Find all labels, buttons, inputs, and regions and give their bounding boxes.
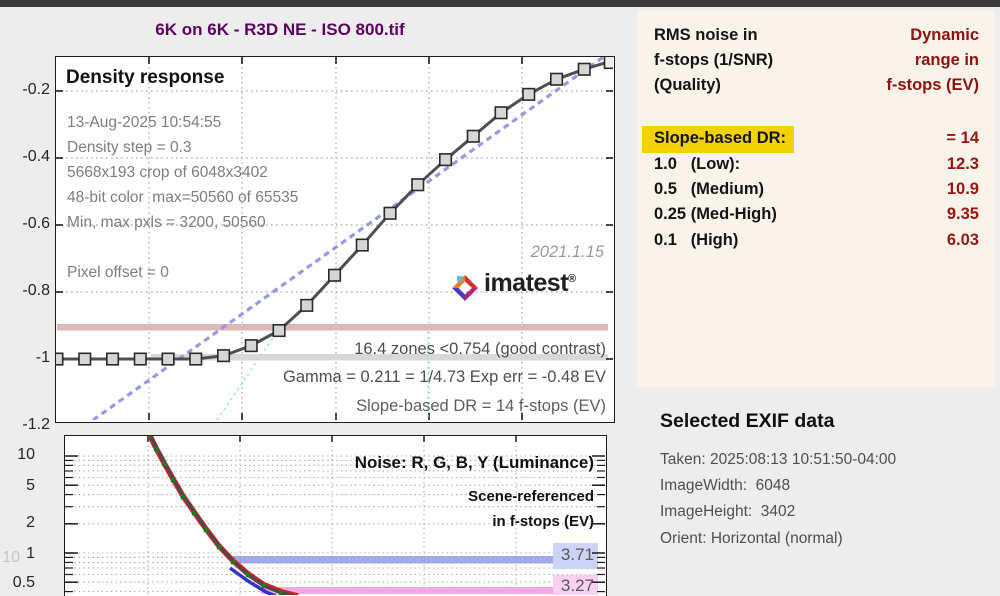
- dr-header-right-line2: range in: [914, 51, 979, 69]
- imatest-logo-wordmark: imatest®: [484, 269, 576, 297]
- dr-header-right: Dynamic range in f-stops (EV): [886, 23, 979, 98]
- noise-ytick-2: 2: [26, 514, 35, 531]
- noise-ytick-1: 1: [26, 545, 35, 562]
- noise-ytick-faded-10: 10: [2, 549, 20, 566]
- dynamic-range-panel: RMS noise in f-stops (1/SNR) (Quality) D…: [637, 10, 995, 387]
- registered-mark: ®: [568, 273, 576, 285]
- density-info-step: Density step = 0.3: [67, 139, 192, 156]
- noise-subtitle-1: Scene-referenced: [468, 488, 594, 505]
- dr-row-value-low: 12.3: [946, 155, 979, 173]
- dr-header-left-line1: RMS noise in: [654, 26, 758, 44]
- density-info-pixel-offset: Pixel offset = 0: [67, 264, 169, 281]
- density-info-date: 13-Aug-2025 10:54:55: [67, 114, 222, 131]
- density-ytick--1: -1: [35, 349, 50, 366]
- dr-row-value-slope: = 14: [946, 129, 979, 147]
- dr-row-label-medhigh: 0.25 (Med-High): [654, 205, 777, 223]
- dr-row-label-low: 1.0 (Low):: [654, 155, 741, 173]
- imatest-version-label: 2021.1.15: [530, 243, 604, 261]
- exif-line-width: ImageWidth: 6048: [660, 477, 791, 494]
- dr-header-left-line2: f-stops (1/SNR): [654, 51, 774, 69]
- annotation-slope-dr: Slope-based DR = 14 f-stops (EV): [356, 397, 606, 415]
- noise-ytick-0.5: 0.5: [12, 574, 35, 591]
- density-ytick--0.8: -0.8: [22, 282, 50, 299]
- exif-line-height: ImageHeight: 3402: [660, 503, 796, 520]
- annotation-gamma: Gamma = 0.211 = 1/4.73 Exp err = -0.48 E…: [283, 368, 606, 386]
- noise-plot-canvas: [65, 436, 605, 595]
- dr-row-label-slope: Slope-based DR:: [654, 129, 787, 147]
- exif-line-taken: Taken: 2025:08:13 10:51:50-04:00: [660, 451, 897, 468]
- dr-row-label-high: 0.1 (High): [654, 231, 739, 249]
- dr-row-value-medium: 10.9: [946, 180, 979, 198]
- density-info-minmax: Min, max pxls = 3200, 50560: [67, 214, 266, 231]
- dr-header-left-line3: (Quality): [654, 76, 721, 94]
- density-response-chart: Density response 13-Aug-2025 10:54:55 De…: [55, 56, 615, 423]
- page-title: 6K on 6K - R3D NE - ISO 800.tif: [155, 20, 405, 39]
- density-ytick--0.4: -0.4: [22, 148, 50, 165]
- density-response-plot-canvas: [56, 57, 613, 420]
- noise-ytick-5: 5: [26, 477, 35, 494]
- noise-ref-value-blue: 3.71: [560, 545, 594, 564]
- dr-header-right-line3: f-stops (EV): [886, 76, 979, 94]
- density-ytick--1.2: -1.2: [22, 416, 50, 433]
- exif-line-orient: Orient: Horizontal (normal): [660, 530, 843, 547]
- exif-panel-title: Selected EXIF data: [660, 410, 835, 432]
- density-info-color: 48-bit color max=50560 of 65535: [67, 189, 299, 206]
- dr-header-right-line1: Dynamic: [910, 26, 979, 44]
- noise-chart: Noise: R, G, B, Y (Luminance) Scene-refe…: [64, 435, 607, 596]
- noise-chart-title: Noise: R, G, B, Y (Luminance): [354, 453, 594, 472]
- dr-header-left: RMS noise in f-stops (1/SNR) (Quality): [654, 23, 773, 98]
- imatest-logo-icon-svg: [452, 275, 478, 301]
- dr-row-value-medhigh: 9.35: [946, 205, 979, 223]
- dr-row-value-high: 6.03: [946, 231, 979, 249]
- dr-row-label-medium: 0.5 (Medium): [654, 180, 765, 198]
- density-ytick--0.6: -0.6: [22, 215, 50, 232]
- slope-based-dr-highlight: [642, 126, 794, 153]
- noise-ref-value-pink: 3.27: [560, 576, 594, 595]
- imatest-logo-icon: [450, 272, 481, 303]
- window-top-bar: [0, 0, 1000, 7]
- annotation-zones: 16.4 zones <0.754 (good contrast): [354, 340, 606, 358]
- noise-subtitle-2: in f-stops (EV): [492, 513, 594, 530]
- density-ytick--0.2: -0.2: [22, 81, 50, 98]
- density-chart-heading: Density response: [66, 67, 225, 88]
- density-info-crop: 5668x193 crop of 6048x3402: [67, 164, 268, 181]
- noise-ytick-10: 10: [17, 446, 35, 463]
